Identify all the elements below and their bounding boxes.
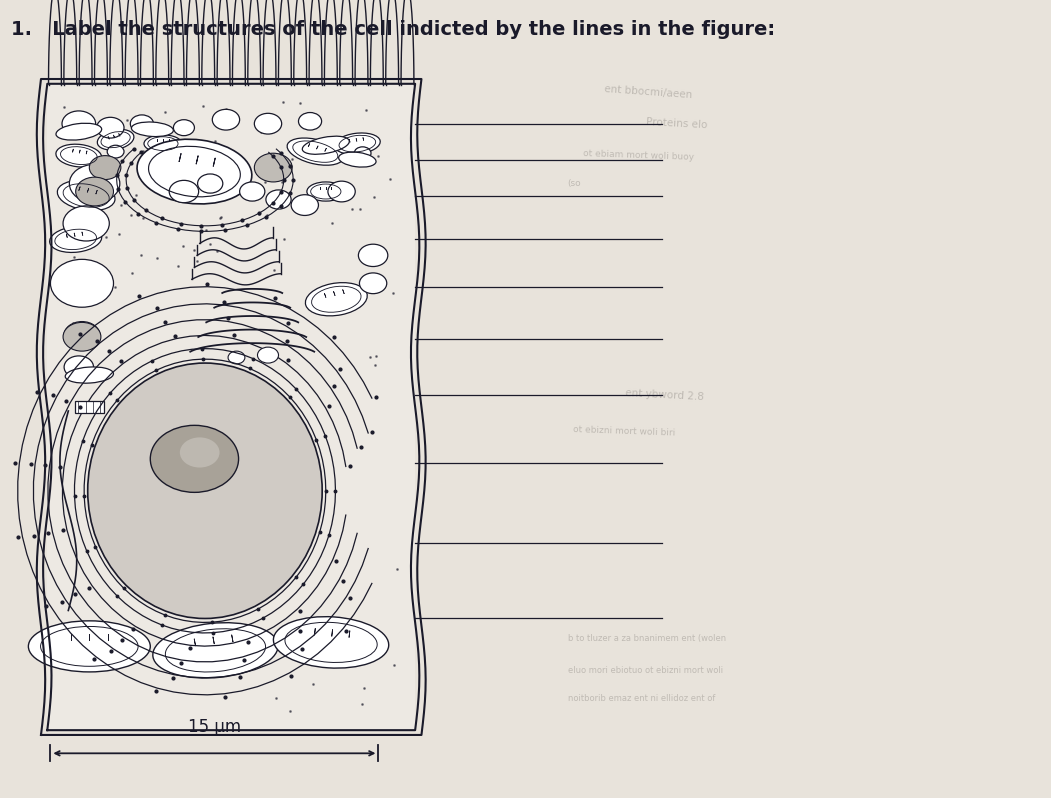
Ellipse shape [58, 180, 115, 211]
Ellipse shape [131, 122, 173, 136]
Circle shape [266, 190, 291, 209]
Ellipse shape [334, 133, 380, 154]
Ellipse shape [56, 123, 102, 140]
Circle shape [212, 109, 240, 130]
Circle shape [358, 244, 388, 267]
Text: ot ebizni mort woli biri: ot ebizni mort woli biri [573, 425, 676, 437]
Circle shape [63, 322, 101, 351]
Text: ent bbocmi/aeen: ent bbocmi/aeen [604, 84, 693, 100]
Circle shape [354, 147, 371, 160]
Text: Proteins elo: Proteins elo [646, 117, 708, 130]
Text: b to tluzer a za bnanimem ent (wolen: b to tluzer a za bnanimem ent (wolen [568, 634, 725, 643]
Circle shape [63, 206, 109, 241]
Circle shape [50, 259, 114, 307]
Circle shape [76, 177, 114, 206]
Circle shape [64, 322, 100, 349]
Text: 1.   Label the structures of the cell indicted by the lines in the figure:: 1. Label the structures of the cell indi… [11, 20, 775, 39]
Text: (so: (so [568, 179, 581, 188]
Ellipse shape [273, 617, 389, 668]
Circle shape [107, 145, 124, 158]
Ellipse shape [56, 144, 102, 167]
Circle shape [254, 113, 282, 134]
Ellipse shape [144, 135, 182, 152]
Ellipse shape [338, 152, 376, 167]
Circle shape [69, 164, 120, 203]
Text: ent ybword 2.8: ent ybword 2.8 [625, 388, 704, 402]
Circle shape [328, 181, 355, 202]
Circle shape [130, 115, 153, 132]
Circle shape [169, 180, 199, 203]
Ellipse shape [303, 136, 349, 154]
Ellipse shape [287, 138, 344, 165]
Circle shape [180, 437, 220, 468]
Ellipse shape [98, 129, 133, 150]
Bar [75, 401, 104, 413]
Circle shape [97, 117, 124, 138]
Circle shape [89, 156, 121, 180]
Circle shape [228, 351, 245, 364]
Ellipse shape [307, 182, 345, 201]
Circle shape [240, 182, 265, 201]
Ellipse shape [306, 282, 367, 316]
Ellipse shape [152, 622, 279, 678]
Circle shape [150, 425, 239, 492]
Text: 15 μm: 15 μm [188, 717, 241, 736]
Circle shape [298, 113, 322, 130]
Ellipse shape [49, 227, 102, 252]
Circle shape [198, 174, 223, 193]
Text: ot ebiam mort woli buoy: ot ebiam mort woli buoy [583, 149, 695, 162]
Text: noitborib emaz ent ni ellidoz ent of: noitborib emaz ent ni ellidoz ent of [568, 693, 715, 703]
Ellipse shape [87, 363, 323, 618]
Circle shape [359, 273, 387, 294]
Ellipse shape [137, 139, 252, 204]
Text: eluo mori ebiotuo ot ebizni mort woli: eluo mori ebiotuo ot ebizni mort woli [568, 666, 723, 675]
Ellipse shape [65, 367, 114, 383]
Ellipse shape [28, 621, 150, 672]
Bar [47, 84, 415, 730]
Circle shape [291, 195, 318, 215]
Circle shape [64, 356, 94, 378]
Circle shape [254, 153, 292, 182]
Circle shape [62, 111, 96, 136]
Circle shape [257, 347, 279, 363]
Circle shape [173, 120, 194, 136]
